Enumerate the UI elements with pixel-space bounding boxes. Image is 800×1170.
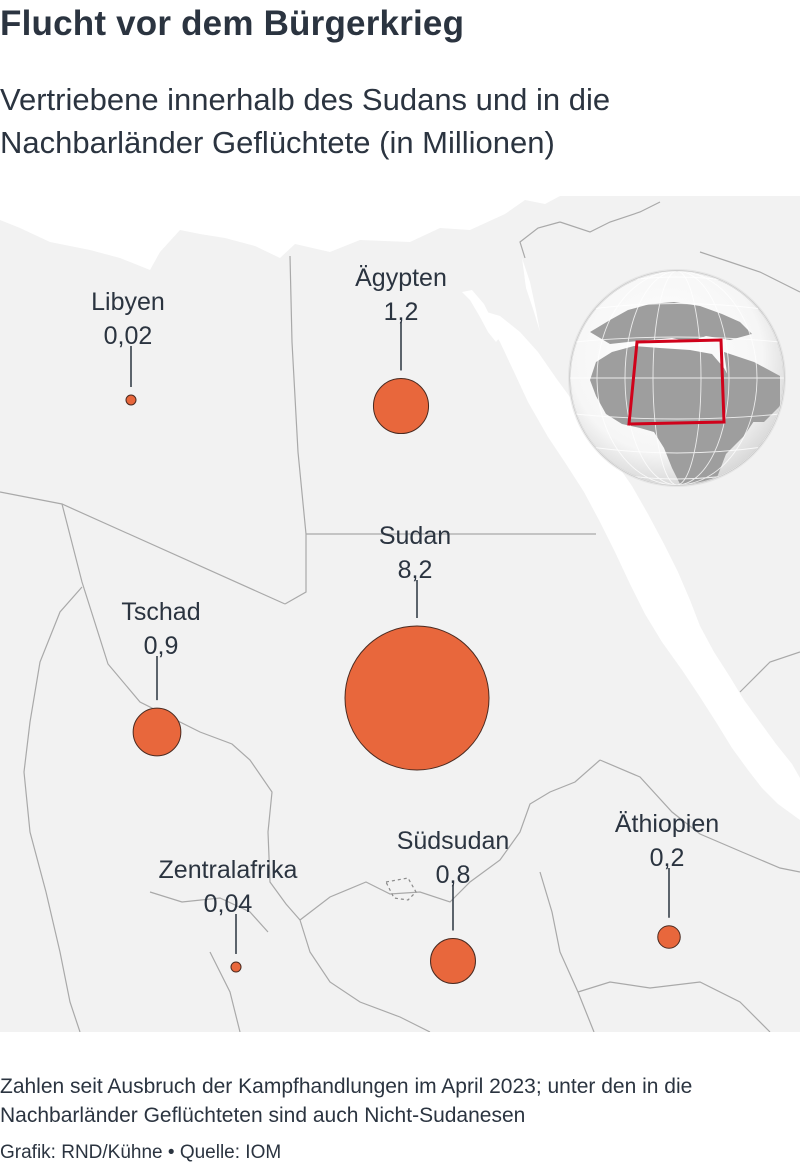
- bubble-tschad: [132, 707, 182, 757]
- map-svg: Libyen 0,02 Ägypten 1,2 Sudan 8,2 Tschad 0,9 Zen…: [0, 192, 800, 1032]
- country-labels: Libyen 0,02 Ägypten 1,2 Sudan 8,2 Tschad 0,9 Zen…: [91, 264, 719, 918]
- country-value-tschad: 0,9: [144, 632, 179, 660]
- mediterranean-sea: [0, 192, 800, 270]
- map: Libyen 0,02 Ägypten 1,2 Sudan 8,2 Tschad 0,9 Zen…: [0, 192, 800, 1032]
- leader-lines: [130, 322, 670, 954]
- country-value-aethiopien: 0,2: [650, 844, 685, 872]
- locator-frame: [627, 338, 726, 426]
- footnote: Zahlen seit Ausbruch der Kampfhandlungen…: [0, 1075, 693, 1127]
- country-value-sudan: 8,2: [398, 556, 433, 584]
- bubble-aethiopien: [657, 925, 681, 949]
- disputed-area: [385, 877, 417, 901]
- country-value-zentralafrika: 0,04: [204, 890, 253, 918]
- country-name-libyen: Libyen: [91, 288, 165, 316]
- country-name-zentralafrika: Zentralafrika: [159, 856, 298, 884]
- country-name-aethiopien: Äthiopien: [615, 810, 719, 838]
- country-value-aegypten: 1,2: [384, 298, 419, 326]
- country-value-suedsudan: 0,8: [436, 861, 471, 889]
- gulf-of-aqaba: [522, 258, 540, 332]
- country-value-libyen: 0,02: [104, 322, 153, 350]
- bubble-libyen: [125, 394, 137, 406]
- chart-subtitle: Vertriebene innerhalb des Sudans und in …: [0, 82, 611, 160]
- country-name-suedsudan: Südsudan: [397, 827, 510, 855]
- locator-globe: [568, 269, 786, 487]
- bubbles: [125, 377, 681, 984]
- bubble-suedsudan: [430, 938, 476, 984]
- country-name-tschad: Tschad: [121, 598, 200, 626]
- country-borders: [0, 201, 800, 1032]
- bubble-sudan: [344, 625, 490, 771]
- country-name-sudan: Sudan: [379, 522, 451, 550]
- gulf-of-suez: [462, 290, 500, 342]
- country-name-aegypten: Ägypten: [355, 264, 447, 292]
- bubble-aegypten: [372, 377, 430, 435]
- red-sea: [480, 310, 800, 820]
- bubble-zentralafrika: [230, 961, 242, 973]
- chart-title: Flucht vor dem Bürgerkrieg: [0, 4, 465, 43]
- source-credit: Grafik: RND/Kühne • Quelle: IOM: [0, 1142, 282, 1163]
